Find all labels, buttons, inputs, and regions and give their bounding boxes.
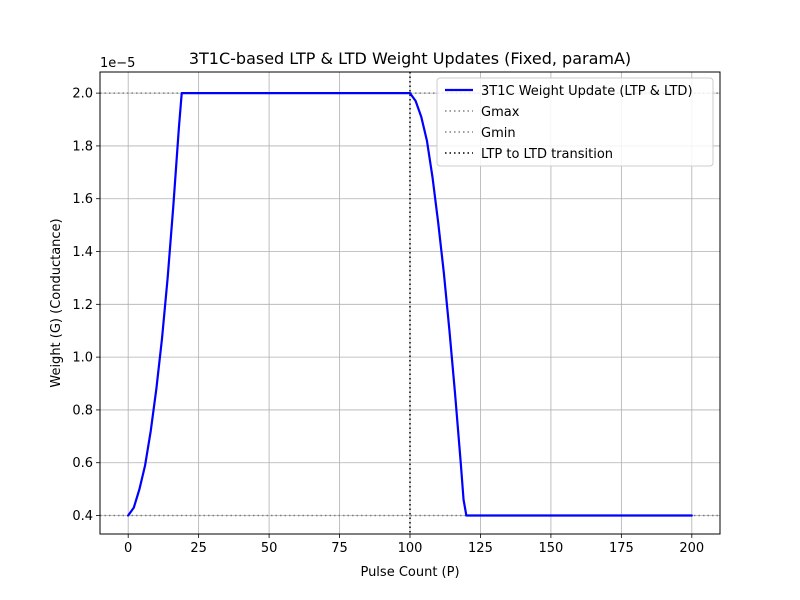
y-axis-ticks: 0.4 0.6 0.8 1.0 1.2 1.4 1.6 1.8 2.0 [72, 87, 100, 524]
x-tick-label: 200 [679, 541, 704, 556]
x-tick-label: 0 [124, 541, 132, 556]
y-tick-label: 0.6 [72, 456, 93, 471]
legend-label-transition: LTP to LTD transition [481, 147, 613, 162]
legend-frame [436, 77, 714, 167]
legend-label-gmax: Gmax [481, 105, 520, 120]
x-axis-ticks: 0 25 50 75 100 125 150 175 200 [124, 534, 704, 556]
y-offset-label: 1e−5 [100, 56, 135, 71]
y-axis-label: Weight (G) (Conductance) [49, 218, 64, 387]
x-tick-label: 25 [190, 541, 207, 556]
x-axis-label: Pulse Count (P) [360, 565, 459, 580]
x-tick-label: 100 [398, 541, 423, 556]
y-tick-label: 0.4 [72, 509, 93, 524]
legend-label-gmin: Gmin [481, 126, 516, 141]
y-tick-label: 1.8 [72, 139, 93, 154]
reference-lines [100, 72, 720, 534]
y-tick-label: 0.8 [72, 403, 93, 418]
chart-title: 3T1C-based LTP & LTD Weight Updates (Fix… [189, 49, 631, 68]
x-tick-label: 175 [609, 541, 634, 556]
y-tick-label: 1.2 [72, 298, 93, 313]
series-layer [127, 92, 693, 517]
x-tick-label: 75 [331, 541, 348, 556]
legend-label-series: 3T1C Weight Update (LTP & LTD) [481, 84, 693, 99]
x-tick-label: 150 [538, 541, 563, 556]
y-tick-label: 1.4 [72, 245, 93, 260]
x-tick-label: 50 [261, 541, 278, 556]
y-tick-label: 1.6 [72, 192, 93, 207]
x-tick-label: 125 [468, 541, 493, 556]
legend: 3T1C Weight Update (LTP & LTD) Gmax Gmin… [436, 77, 714, 167]
y-tick-label: 2.0 [72, 87, 93, 102]
series-line-0 [127, 92, 693, 517]
y-tick-label: 1.0 [72, 351, 93, 366]
